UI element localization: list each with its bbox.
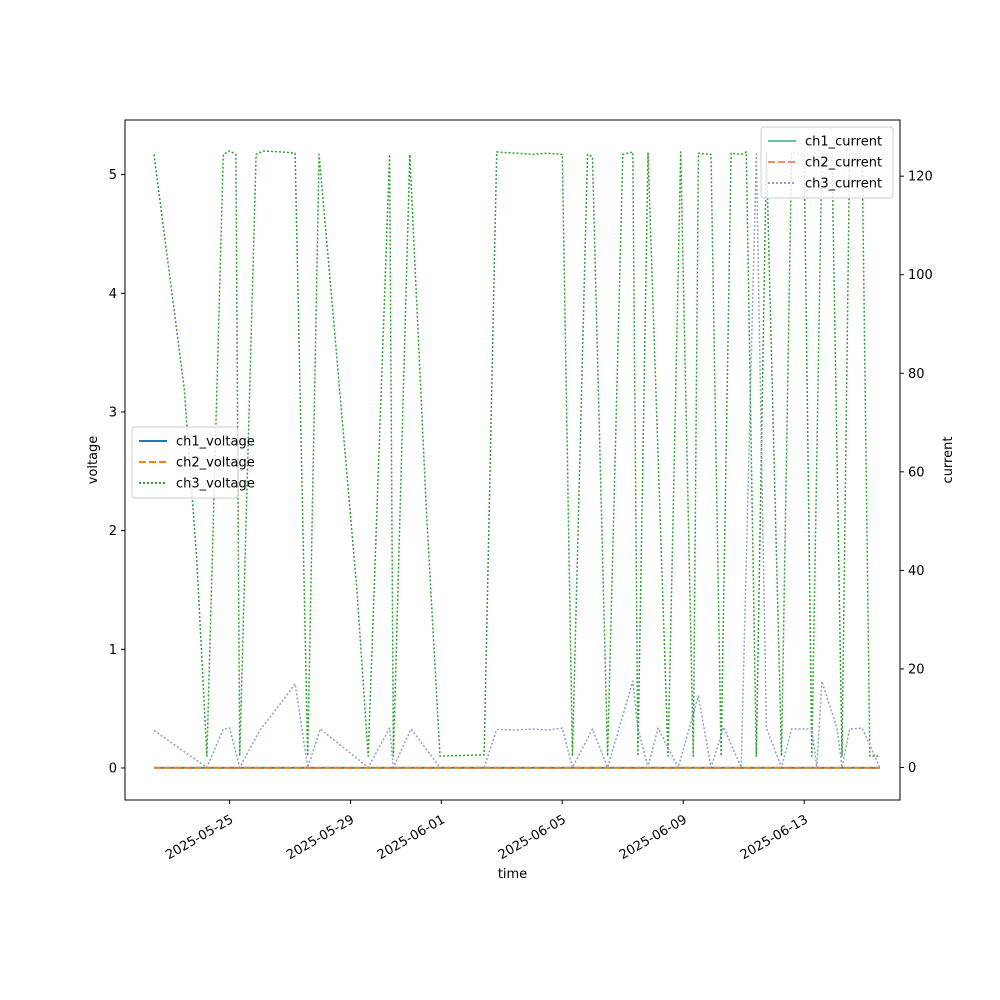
y-tick-label: 5: [109, 168, 117, 183]
series-layer: [153, 150, 881, 769]
y2-tick-label: 0: [908, 761, 916, 776]
x-tick-label: 2025-06-05: [496, 812, 569, 863]
y-axis-ticks: 0 1 2 3 4 5: [109, 168, 125, 776]
y2-axis-ticks: 0 20 40 60 80 100 120: [900, 170, 933, 776]
legend-current: ch1_current ch2_current ch3_current: [760, 126, 894, 199]
x-axis-label: time: [498, 867, 527, 882]
x-tick-label: 2025-06-09: [617, 812, 690, 863]
y-tick-label: 4: [109, 287, 117, 302]
y2-tick-label: 40: [908, 564, 925, 579]
series-line-ch3-current: [153, 153, 881, 769]
y2-axis-label: current: [941, 437, 956, 484]
legend-label-ch3-voltage: ch3_voltage: [176, 477, 255, 492]
y2-tick-label: 60: [908, 465, 925, 480]
legend-label-ch2-current: ch2_current: [805, 156, 882, 171]
x-tick-label: 2025-05-29: [284, 812, 357, 863]
y-tick-label: 3: [109, 405, 117, 420]
y2-tick-label: 100: [908, 268, 933, 283]
x-axis-ticks: 2025-05-25 2025-05-29 2025-06-01 2025-06-05…: [163, 800, 811, 863]
legend-label-ch1-current: ch1_current: [805, 135, 882, 150]
legend-voltage: ch1_voltage ch2_voltage ch3_voltage: [131, 426, 255, 499]
y-tick-label: 0: [109, 761, 117, 776]
plot-frame: [124, 119, 901, 801]
y-axis-label: voltage: [86, 436, 101, 485]
y2-tick-label: 120: [908, 170, 933, 185]
y-tick-label: 2: [109, 524, 117, 539]
legend-label-ch2-voltage: ch2_voltage: [176, 456, 255, 471]
x-tick-label: 2025-06-01: [375, 812, 448, 863]
legend-label-ch3-current: ch3_current: [805, 177, 882, 192]
legend-box: [131, 426, 239, 499]
y2-tick-label: 80: [908, 367, 925, 382]
x-tick-label: 2025-06-13: [738, 812, 811, 863]
x-tick-label: 2025-05-25: [163, 812, 236, 863]
legend-box: [760, 126, 894, 199]
y-tick-label: 1: [109, 643, 117, 658]
legend-label-ch1-voltage: ch1_voltage: [176, 435, 255, 450]
y2-tick-label: 20: [908, 662, 925, 677]
series-line-ch3-voltage: [153, 150, 880, 757]
